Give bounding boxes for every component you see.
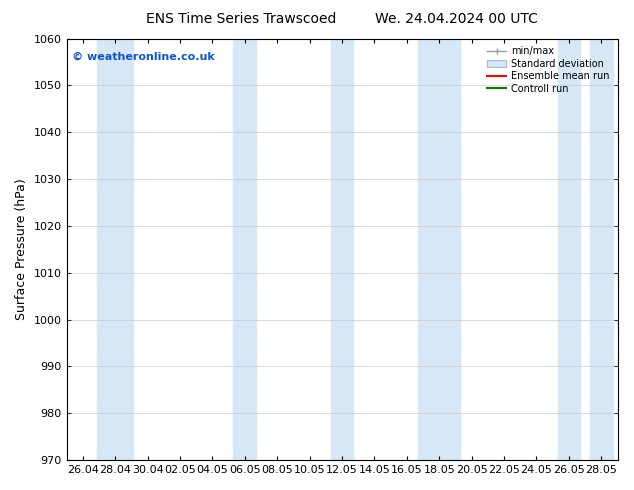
Bar [98,39,133,460]
Legend: min/max, Standard deviation, Ensemble mean run, Controll run: min/max, Standard deviation, Ensemble me… [484,44,612,97]
Bar [331,39,353,460]
Bar [418,39,460,460]
Bar [233,39,256,460]
Y-axis label: Surface Pressure (hPa): Surface Pressure (hPa) [15,178,28,320]
Text: ENS Time Series Trawscoed: ENS Time Series Trawscoed [146,12,336,26]
Text: We. 24.04.2024 00 UTC: We. 24.04.2024 00 UTC [375,12,538,26]
Bar [590,39,612,460]
Text: © weatheronline.co.uk: © weatheronline.co.uk [72,51,215,61]
Bar [557,39,580,460]
